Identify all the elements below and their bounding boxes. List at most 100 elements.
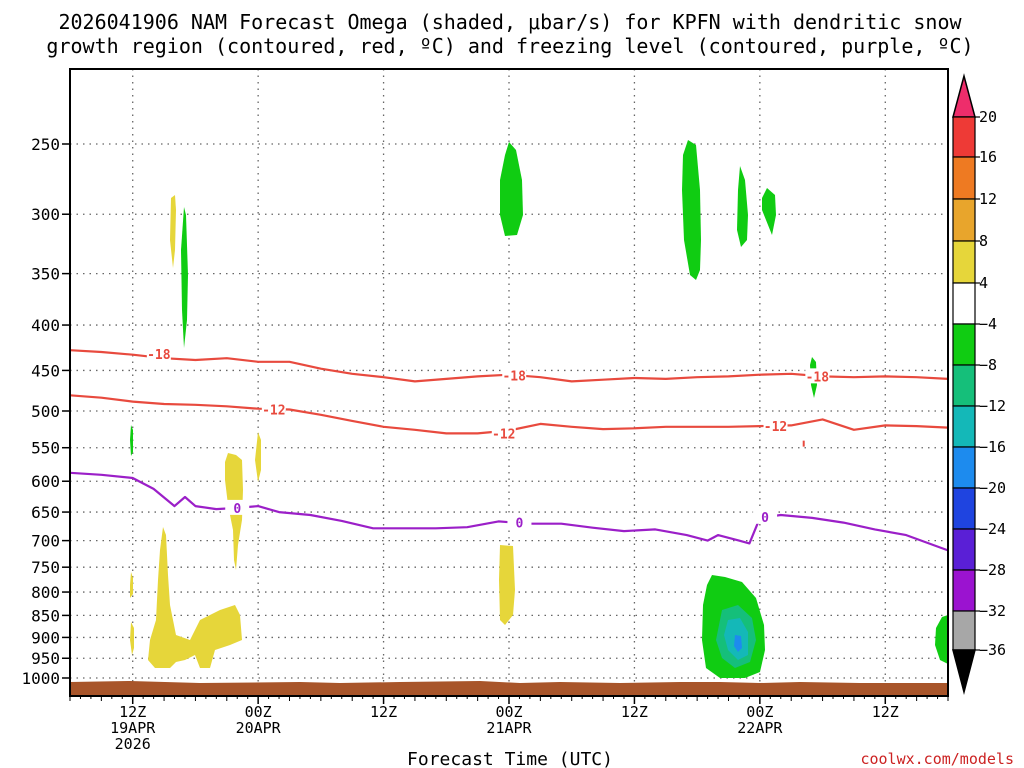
y-tick-label: 650: [31, 503, 60, 522]
omega-area-yellow: [255, 432, 261, 482]
omega-area-yellow: [130, 572, 133, 598]
colorbar-label: −16: [979, 438, 1006, 456]
colorbar-band: [952, 198, 976, 242]
colorbar-label: −28: [979, 561, 1006, 579]
colorbar-label: −20: [979, 479, 1006, 497]
colorbar-label: 12: [979, 190, 997, 208]
colorbar-arrow-bottom: [952, 649, 976, 695]
colorbar-band: [952, 323, 976, 366]
y-tick-label: 250: [31, 135, 60, 154]
x-tick-label: 21APR: [486, 719, 532, 737]
colorbar-label: 4: [979, 274, 988, 292]
x-tick-label: 2026: [115, 735, 151, 753]
x-tick-label: 20APR: [236, 719, 282, 737]
x-tick-label: 00Z: [245, 703, 272, 721]
chart-title-line2: growth region (contoured, red, ºC) and f…: [46, 34, 973, 58]
plot-area: -18 -18 -18 -12 -12 -12 0 0 0: [69, 68, 949, 697]
omega-area-green: [737, 166, 748, 247]
y-tick-label: 400: [31, 316, 60, 335]
y-tick-label: 600: [31, 472, 60, 491]
contour-label: -18: [806, 370, 830, 385]
colorbar-band: [952, 364, 976, 407]
colorbar-band: [952, 610, 976, 651]
y-tick-label: 850: [31, 606, 60, 625]
contour-label-bg: [753, 508, 778, 524]
colorbar-label: −4: [979, 315, 997, 333]
omega-area-green: [762, 188, 776, 235]
x-tick-label: 12Z: [872, 703, 899, 721]
contour-label: -12: [492, 427, 515, 442]
omega-area-green: [500, 142, 523, 236]
omega-area-yellow: [148, 527, 242, 668]
contour-labels: -18 -18 -18 -12 -12 -12 0 0 0: [146, 345, 830, 532]
contour-label-bg: [502, 367, 527, 383]
colorbar-band: [952, 240, 976, 284]
contour-label-bg: [507, 514, 532, 530]
credit-text: coolwx.com/models: [860, 750, 1014, 768]
terrain-ground: [70, 681, 948, 696]
contour-fragment: [802, 440, 805, 447]
colorbar-label: −12: [979, 397, 1006, 415]
contour-label-bg: [225, 499, 250, 515]
omega-area-yellow: [499, 545, 515, 625]
colorbar-band: [952, 156, 976, 200]
y-tick-label: 700: [31, 532, 60, 551]
contour-label: 0: [761, 511, 769, 526]
contour-label-bg: [763, 418, 788, 434]
y-tick-label: 450: [31, 361, 60, 380]
omega-area-blue: [734, 635, 742, 652]
omega-area-green: [935, 615, 948, 664]
contour-label-bg: [491, 425, 516, 441]
contour-label: 0: [233, 502, 241, 517]
y-axis: 250 300 350 400 450 500 550 600 650 700 750 800 850 9…: [21, 135, 70, 688]
colorbar: 20 16 12 8 4 −4 −8 −12 −16 −20 −24 −28 −32 −36: [952, 73, 1006, 695]
omega-area-green: [682, 140, 701, 280]
x-tick-label: 12Z: [370, 703, 397, 721]
y-tick-label: 500: [31, 402, 60, 421]
omega-area-yellow: [130, 622, 134, 655]
x-axis-title: Forecast Time (UTC): [407, 749, 613, 768]
x-tick-label: 00Z: [746, 703, 773, 721]
colorbar-band: [952, 446, 976, 489]
omega-area-green: [130, 425, 133, 456]
colorbar-band: [952, 116, 976, 158]
y-tick-label: 900: [31, 628, 60, 647]
colorbar-label: −36: [979, 641, 1006, 659]
x-tick-label: 22APR: [737, 719, 783, 737]
y-tick-label: 1000: [21, 669, 60, 688]
colorbar-band: [952, 487, 976, 530]
x-tick-label: 00Z: [495, 703, 522, 721]
contour-label: -12: [764, 420, 787, 435]
omega-area-yellow: [170, 195, 176, 268]
contour-label: -18: [502, 370, 526, 385]
y-tick-label: 750: [31, 558, 60, 577]
colorbar-label: −32: [979, 602, 1006, 620]
colorbar-band: [952, 528, 976, 571]
colorbar-label: 8: [979, 232, 988, 250]
colorbar-arrow-top: [952, 73, 976, 118]
colorbar-label: 20: [979, 108, 997, 126]
colorbar-band: [952, 405, 976, 448]
x-tick-label: 19APR: [110, 719, 156, 737]
colorbar-label: −8: [979, 356, 997, 374]
x-tick-label: 12Z: [119, 703, 146, 721]
contour-label-bg: [146, 345, 171, 361]
y-tick-label: 300: [31, 205, 60, 224]
chart-title-line1: 2026041906 NAM Forecast Omega (shaded, μ…: [58, 10, 962, 34]
y-tick-label: 350: [31, 265, 60, 284]
colorbar-label: −24: [979, 520, 1006, 538]
y-tick-label: 950: [31, 649, 60, 668]
contour-label: 0: [516, 517, 524, 532]
colorbar-band: [952, 569, 976, 612]
contour-label: -18: [147, 348, 171, 363]
contour-label-bg: [805, 368, 830, 384]
colorbar-band: [952, 282, 976, 325]
colorbar-label: 16: [979, 148, 997, 166]
contour-label: -12: [262, 403, 285, 418]
y-tick-label: 550: [31, 439, 60, 458]
omega-area-green: [181, 207, 188, 348]
x-tick-label: 12Z: [621, 703, 648, 721]
y-tick-label: 800: [31, 583, 60, 602]
